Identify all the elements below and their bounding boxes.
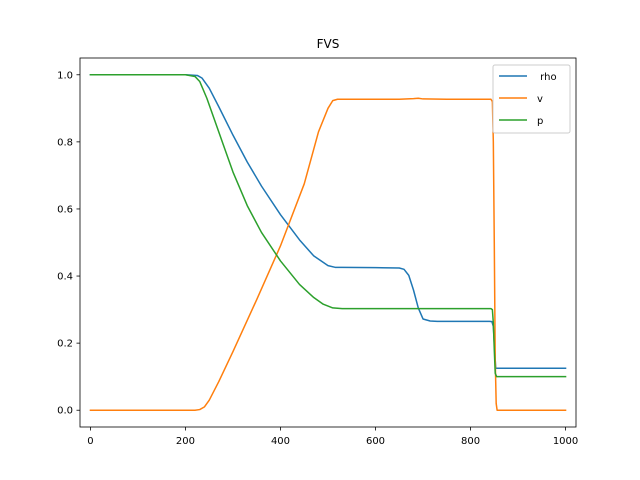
axes-frame xyxy=(79,57,577,428)
legend-box xyxy=(492,64,571,134)
x-tick-label: 0 xyxy=(87,436,93,447)
x-tick-label: 600 xyxy=(366,436,385,447)
legend-label-1: v xyxy=(537,94,543,105)
y-tick-label: 0.8 xyxy=(57,137,73,148)
chart-title: FVS xyxy=(317,37,340,51)
axes: 0 200 400 600 800 1000 0.0 0.2 0.4 0.6 0.8 1.0 xyxy=(57,57,578,447)
y-tick-label: 0.2 xyxy=(57,339,73,350)
y-tick-label: 1.0 xyxy=(57,70,73,81)
series-line-2 xyxy=(89,74,567,378)
x-tick-label: 400 xyxy=(271,436,290,447)
x-tick-label: 800 xyxy=(461,436,480,447)
plot-area xyxy=(89,74,567,411)
x-tick-label: 200 xyxy=(176,436,195,447)
x-tick-label: 1000 xyxy=(553,436,578,447)
legend-label-0: rho xyxy=(537,72,557,83)
legend: rho vp xyxy=(492,64,571,134)
y-tick-label: 0.0 xyxy=(57,406,73,417)
y-tick-label: 0.6 xyxy=(57,204,73,215)
y-tick-label: 0.4 xyxy=(57,272,73,283)
legend-label-2: p xyxy=(537,116,543,127)
